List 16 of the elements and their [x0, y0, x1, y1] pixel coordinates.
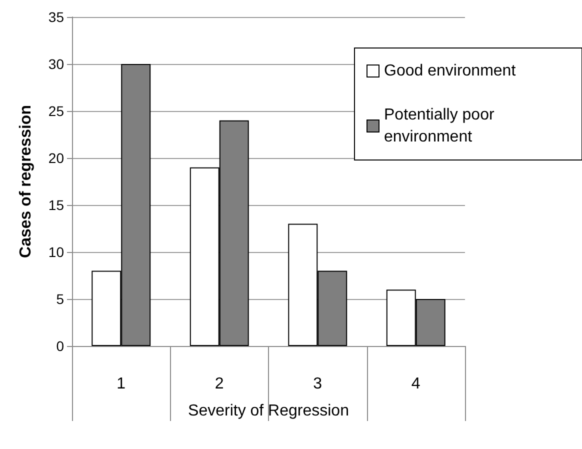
y-tick-label: 25	[48, 103, 64, 119]
y-tick-label: 5	[56, 291, 64, 307]
x-tick-label: 2	[214, 376, 224, 392]
x-tick-label: 3	[313, 376, 322, 392]
x-axis-title: Severity of Regression	[188, 402, 349, 420]
y-tick-label: 0	[56, 338, 64, 354]
y-tick-label: 20	[48, 150, 64, 166]
y-tick-label: 35	[48, 9, 64, 25]
legend-label: Potentially poor environment	[384, 106, 499, 146]
y-tick-label: 10	[48, 244, 64, 260]
y-tick-label: 30	[48, 56, 64, 72]
legend-label: Good environment	[384, 62, 516, 80]
y-axis-title: Cases of regression	[18, 105, 34, 258]
y-tick-label: 15	[48, 197, 64, 213]
x-tick-label: 4	[411, 376, 420, 392]
x-tick-label: 1	[116, 376, 126, 392]
